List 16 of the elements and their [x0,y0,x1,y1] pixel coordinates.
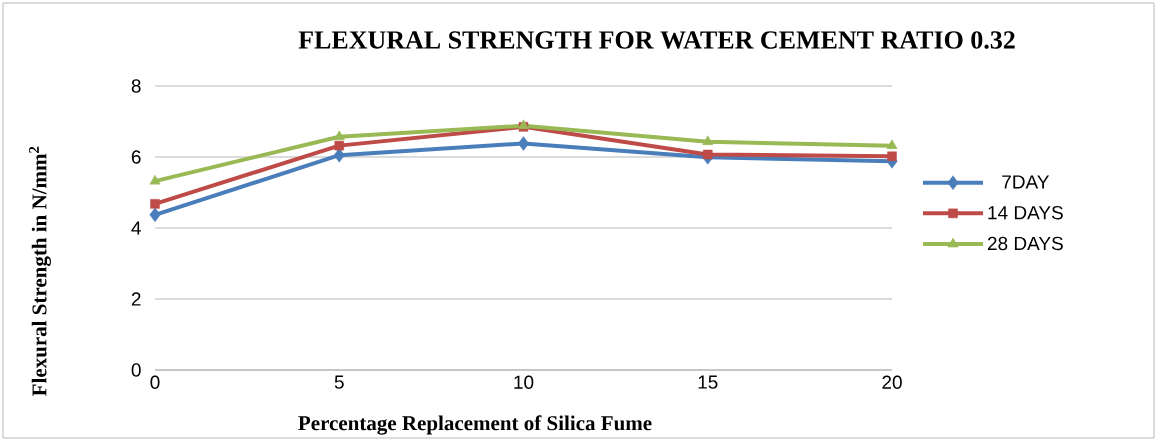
x-tick-label: 5 [334,375,344,389]
x-tick-label: 15 [698,375,718,389]
y-tick-label: 8 [131,79,141,93]
x-tick-label: 10 [514,375,534,389]
legend-label: 14 DAYS [988,205,1063,220]
y-tick-label: 2 [131,292,141,306]
legend-label: 7DAY [1002,175,1050,189]
x-tick-label: 20 [882,375,902,389]
y-tick-label: 4 [131,221,141,235]
x-axis-title: Percentage Replacement of Silica Fume [298,415,652,435]
legend-label: 28 DAYS [987,236,1063,251]
y-axis-title: Flexural Strength in N/mm$^{2}$ [29,146,51,396]
y-tick-label: 0 [131,363,141,377]
y-tick-label: 6 [131,150,141,164]
chart-title: FLEXURAL STRENGTH FOR WATER CEMENT RATIO 0.32 [298,31,1015,49]
x-tick-label: 0 [150,375,160,389]
